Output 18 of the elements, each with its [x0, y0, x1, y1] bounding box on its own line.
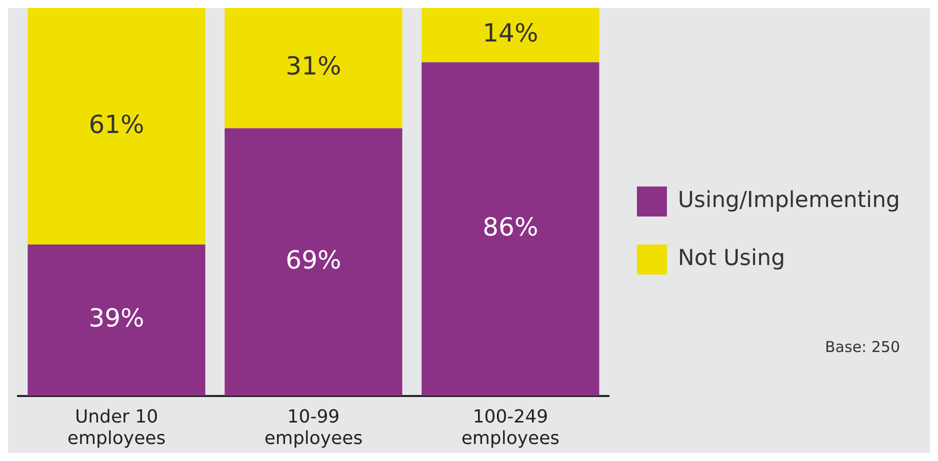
x-tick-label: Under 10 employees — [67, 406, 166, 449]
bar — [28, 244, 206, 396]
text: Base: 250 — [825, 338, 900, 356]
legend-label: Using/Implementing — [678, 188, 900, 214]
data-label: 31% — [286, 52, 342, 81]
data-label: 86% — [482, 212, 538, 242]
x-tick-label: 10-99 employees — [264, 406, 363, 449]
x-tick-label: 100-249 employees — [461, 406, 560, 449]
bar — [28, 8, 206, 245]
bar — [422, 62, 600, 396]
bar — [422, 8, 600, 62]
data-label: 61% — [88, 110, 144, 139]
bar — [224, 8, 402, 128]
data-label: 69% — [286, 246, 342, 275]
data-label: 39% — [88, 304, 144, 333]
data-label: 14% — [482, 18, 538, 48]
bar — [224, 128, 402, 396]
legend-label: Not Using — [678, 246, 786, 272]
